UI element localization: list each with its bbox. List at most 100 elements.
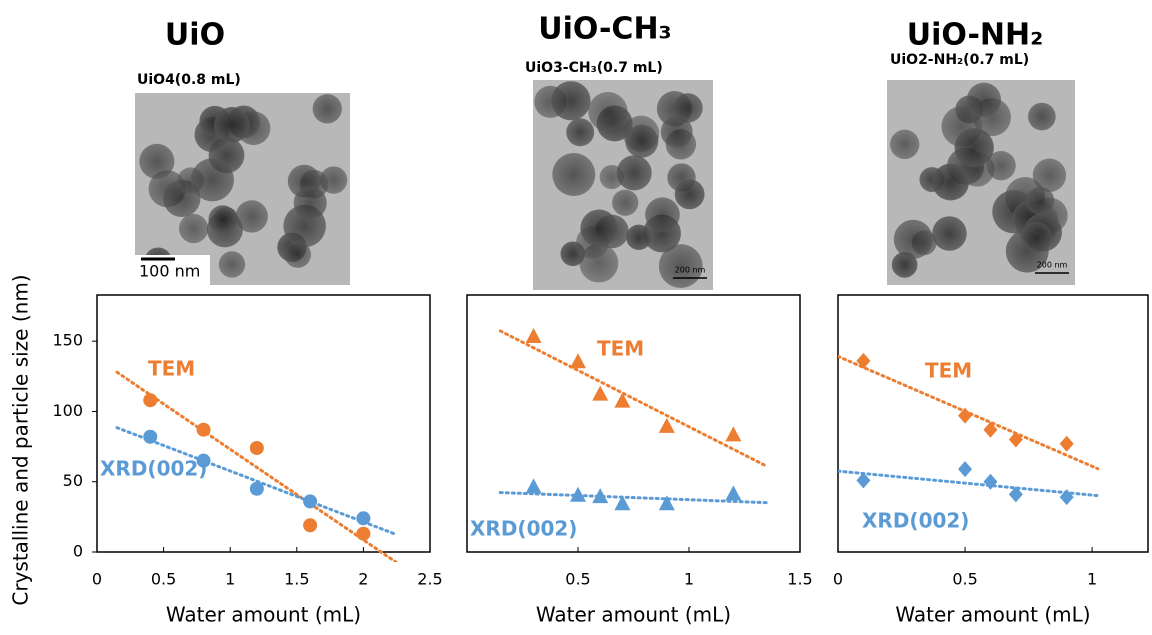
y-tick-label: 0 bbox=[73, 542, 83, 561]
point bbox=[143, 393, 158, 408]
particle bbox=[626, 224, 652, 250]
particle bbox=[551, 81, 591, 121]
point bbox=[1059, 489, 1074, 506]
particle bbox=[932, 216, 967, 251]
series-label: XRD(002) bbox=[470, 517, 577, 541]
point bbox=[143, 429, 158, 444]
point bbox=[196, 422, 211, 437]
point bbox=[658, 417, 675, 433]
x-tick-label: 0.5 bbox=[151, 570, 176, 589]
point bbox=[249, 440, 264, 455]
particle bbox=[178, 213, 209, 244]
series-label: XRD(002) bbox=[100, 457, 207, 481]
point bbox=[1008, 431, 1023, 448]
point bbox=[958, 461, 973, 478]
particle bbox=[139, 143, 175, 179]
x-tick-label: 1.5 bbox=[284, 570, 309, 589]
panel-title: UiO-CH₃ bbox=[538, 12, 671, 47]
point bbox=[592, 385, 609, 401]
particle bbox=[893, 219, 933, 259]
particle bbox=[673, 93, 703, 123]
panel-title: UiO bbox=[165, 18, 225, 53]
plot-frame bbox=[466, 294, 801, 553]
point bbox=[614, 392, 631, 408]
trend-line bbox=[838, 469, 1100, 498]
x-tick-label: 2.5 bbox=[417, 570, 442, 589]
image-caption: UiO3-CH₃(0.7 mL) bbox=[525, 60, 663, 76]
x-tick-label: 1 bbox=[225, 570, 235, 589]
particle bbox=[954, 127, 994, 168]
point bbox=[303, 494, 318, 509]
point bbox=[614, 495, 631, 511]
y-tick-label: 100 bbox=[52, 401, 83, 420]
point bbox=[249, 481, 264, 496]
trend-line bbox=[498, 491, 769, 505]
point bbox=[856, 352, 871, 369]
particle bbox=[580, 209, 618, 247]
point bbox=[303, 518, 318, 533]
point bbox=[356, 526, 371, 541]
point bbox=[958, 407, 973, 424]
point bbox=[570, 353, 586, 369]
particle bbox=[293, 186, 327, 220]
particle bbox=[625, 124, 659, 158]
x-tick-label: 2 bbox=[358, 570, 368, 589]
plot-frame bbox=[837, 294, 1149, 553]
point bbox=[725, 485, 742, 501]
series-label: XRD(002) bbox=[862, 509, 969, 533]
particle bbox=[616, 155, 652, 191]
particle bbox=[208, 205, 237, 234]
scale-bar-label: 200 nm bbox=[1037, 261, 1068, 270]
x-tick-label: 1 bbox=[1087, 570, 1097, 589]
x-tick-label: 0.5 bbox=[952, 570, 977, 589]
trend-line bbox=[115, 370, 399, 562]
particle bbox=[552, 152, 596, 196]
trend-line bbox=[115, 426, 399, 537]
scale-bar-label: 100 nm bbox=[139, 262, 200, 281]
point bbox=[1008, 486, 1023, 503]
trend-line bbox=[498, 329, 769, 468]
particle bbox=[214, 106, 250, 143]
particle bbox=[1021, 222, 1052, 253]
panel-title: UiO-NH₂ bbox=[907, 18, 1044, 53]
plot-frame bbox=[96, 294, 431, 553]
point bbox=[658, 495, 675, 511]
particle bbox=[218, 251, 246, 278]
particle bbox=[966, 82, 1002, 117]
particle bbox=[312, 94, 342, 124]
y-axis-label: Crystalline and particle size (nm) bbox=[9, 274, 33, 605]
particle bbox=[190, 158, 234, 202]
point bbox=[570, 486, 586, 502]
image-caption: UiO2-NH₂(0.7 mL) bbox=[890, 52, 1029, 68]
particle bbox=[1032, 158, 1067, 193]
particle bbox=[658, 244, 703, 288]
x-tick-label: 1 bbox=[684, 570, 694, 589]
series-label: TEM bbox=[597, 337, 644, 361]
series-label: TEM bbox=[148, 357, 195, 381]
point bbox=[983, 473, 998, 490]
image-caption: UiO4(0.8 mL) bbox=[137, 72, 241, 88]
point bbox=[856, 472, 871, 489]
point bbox=[356, 511, 371, 526]
particle bbox=[566, 118, 595, 147]
point bbox=[525, 327, 542, 343]
series-label: TEM bbox=[925, 359, 972, 383]
x-axis-label: Water amount (mL) bbox=[536, 603, 731, 627]
y-tick-label: 150 bbox=[52, 331, 83, 350]
point bbox=[525, 478, 542, 494]
x-tick-label: 0 bbox=[833, 570, 843, 589]
x-tick-label: 0.5 bbox=[565, 570, 590, 589]
particle bbox=[588, 92, 628, 132]
point bbox=[196, 453, 211, 468]
particle bbox=[660, 115, 693, 148]
x-axis-label: Water amount (mL) bbox=[166, 603, 361, 627]
scale-bar-label: 200 nm bbox=[675, 266, 706, 275]
point bbox=[983, 421, 998, 438]
point bbox=[592, 488, 609, 504]
y-tick-label: 50 bbox=[63, 471, 83, 490]
point bbox=[1059, 435, 1074, 452]
point bbox=[725, 426, 742, 442]
particle bbox=[235, 200, 268, 233]
particle bbox=[986, 151, 1016, 181]
